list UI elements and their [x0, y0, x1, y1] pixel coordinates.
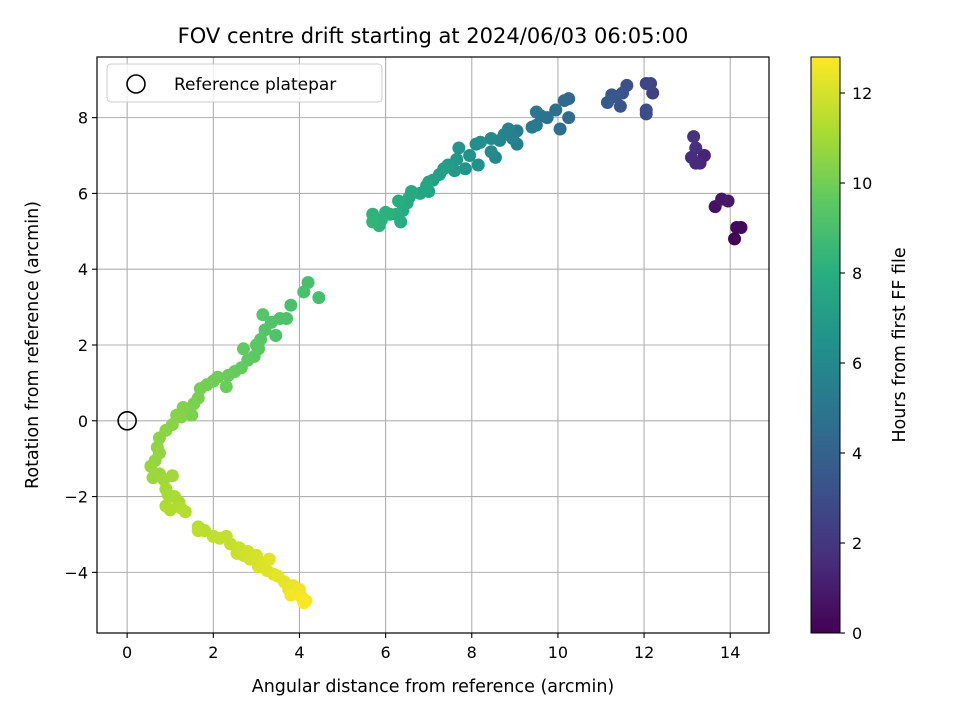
- y-axis-ticks: −4 −2 0 2 4 6 8: [64, 109, 97, 582]
- data-point: [639, 103, 653, 117]
- colorbar-tick-label: 0: [852, 624, 862, 643]
- data-point: [312, 291, 326, 305]
- data-point: [297, 596, 311, 610]
- data-point: [163, 503, 177, 517]
- data-point: [721, 194, 735, 208]
- y-axis-label: Rotation from reference (arcmin): [23, 201, 43, 489]
- data-point: [284, 298, 298, 312]
- x-tick-label: 10: [548, 643, 568, 662]
- y-tick-label: −2: [64, 488, 88, 507]
- y-tick-label: 0: [78, 412, 88, 431]
- data-point: [730, 221, 744, 235]
- colorbar-label: Hours from first FF file: [890, 247, 910, 442]
- data-point: [728, 232, 742, 246]
- x-tick-label: 14: [720, 643, 740, 662]
- data-point: [600, 95, 614, 109]
- y-tick-label: 4: [78, 260, 88, 279]
- reference-marker-group: [117, 410, 137, 431]
- legend-box: [106, 63, 383, 103]
- data-point: [553, 122, 567, 136]
- colorbar-tick-label: 12: [852, 84, 872, 103]
- data-point: [165, 469, 179, 483]
- data-point: [639, 77, 653, 91]
- x-tick-label: 4: [294, 643, 304, 662]
- data-point: [221, 368, 235, 382]
- data-point: [484, 145, 498, 159]
- data-point: [236, 342, 250, 356]
- x-tick-label: 2: [208, 643, 218, 662]
- x-axis-ticks: 0 2 4 6 8 10 12 14: [122, 633, 740, 662]
- colorbar-tick-label: 2: [852, 534, 862, 553]
- data-point: [463, 149, 477, 163]
- x-tick-label: 0: [122, 643, 132, 662]
- colorbar-ticks: 0 2 4 6 8 10 12: [840, 84, 872, 643]
- data-point: [284, 588, 298, 602]
- data-point: [557, 94, 571, 108]
- colorbar-tick-label: 6: [852, 354, 862, 373]
- x-tick-label: 8: [467, 643, 477, 662]
- data-point: [689, 141, 703, 155]
- legend-label: Reference platepar: [174, 75, 336, 95]
- data-point: [469, 137, 483, 151]
- y-tick-label: 2: [78, 336, 88, 355]
- colorbar-tick-label: 8: [852, 264, 862, 283]
- data-point: [144, 459, 158, 473]
- data-point: [256, 308, 270, 322]
- data-point: [191, 524, 205, 538]
- data-point: [262, 552, 276, 566]
- data-point: [392, 194, 406, 208]
- x-tick-label: 12: [634, 643, 654, 662]
- colorbar-gradient: [810, 56, 841, 634]
- data-points: [144, 77, 748, 610]
- y-tick-label: −4: [64, 563, 88, 582]
- x-tick-label: 6: [381, 643, 391, 662]
- data-point: [219, 380, 233, 394]
- data-point: [484, 131, 498, 145]
- data-point: [366, 215, 380, 229]
- data-point: [687, 130, 701, 144]
- reference-platepar-marker: [117, 410, 137, 431]
- colorbar-tick-label: 10: [852, 174, 872, 193]
- data-point: [269, 329, 283, 343]
- colorbar-tick-label: 4: [852, 444, 862, 463]
- y-tick-label: 8: [78, 109, 88, 128]
- x-axis-label: Angular distance from reference (arcmin): [252, 677, 615, 697]
- data-point: [471, 158, 485, 172]
- data-point: [458, 162, 472, 176]
- data-point: [562, 111, 576, 125]
- data-point: [549, 103, 563, 117]
- data-point: [297, 285, 311, 299]
- gridlines: [97, 57, 769, 633]
- chart-title: FOV centre drift starting at 2024/06/03 …: [178, 24, 689, 48]
- y-tick-label: 6: [78, 184, 88, 203]
- data-point: [178, 505, 192, 519]
- colorbar: 0 2 4 6 8 10 12 Hours from first FF file: [810, 56, 910, 643]
- data-point: [525, 120, 539, 134]
- data-point: [249, 338, 263, 352]
- legend: Reference platepar: [106, 63, 383, 103]
- data-point: [529, 105, 543, 119]
- legend-marker-icon: [126, 74, 146, 94]
- data-point: [452, 141, 466, 155]
